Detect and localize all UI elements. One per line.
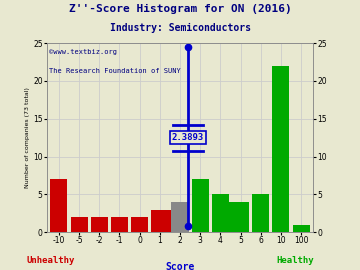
Bar — [252, 194, 269, 232]
Bar — [71, 217, 88, 232]
Text: 2.3893: 2.3893 — [172, 133, 204, 142]
Text: ©www.textbiz.org: ©www.textbiz.org — [49, 49, 117, 55]
Bar — [222, 202, 239, 232]
Bar — [50, 179, 67, 232]
Text: Z''-Score Histogram for ON (2016): Z''-Score Histogram for ON (2016) — [69, 4, 291, 14]
X-axis label: Score: Score — [165, 262, 195, 270]
Bar — [272, 66, 289, 232]
Text: Unhealthy: Unhealthy — [26, 256, 75, 265]
Bar — [293, 225, 310, 232]
Bar — [192, 179, 209, 232]
Bar — [212, 194, 229, 232]
Text: The Research Foundation of SUNY: The Research Foundation of SUNY — [49, 68, 181, 74]
Bar — [131, 217, 148, 232]
Y-axis label: Number of companies (73 total): Number of companies (73 total) — [25, 87, 30, 188]
Bar — [232, 202, 249, 232]
Bar — [171, 202, 189, 232]
Text: Healthy: Healthy — [276, 256, 314, 265]
Bar — [91, 217, 108, 232]
Text: Industry: Semiconductors: Industry: Semiconductors — [109, 23, 251, 33]
Bar — [151, 210, 168, 232]
Bar — [161, 210, 179, 232]
Bar — [111, 217, 128, 232]
